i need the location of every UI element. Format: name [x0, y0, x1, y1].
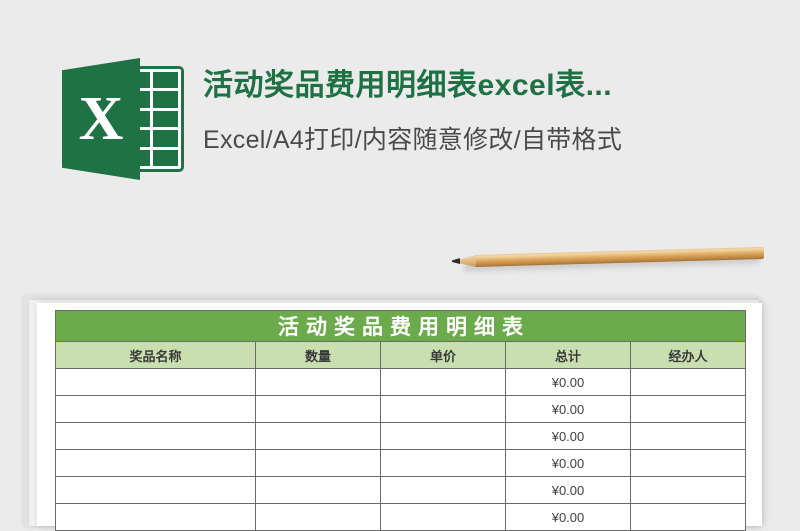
table-row[interactable]: ¥0.00 — [55, 449, 746, 477]
excel-file-icon: X — [62, 58, 190, 180]
cell-prize-name[interactable] — [55, 476, 256, 504]
table-row[interactable]: ¥0.00 — [55, 395, 746, 423]
cell-quantity[interactable] — [255, 476, 381, 504]
cell-prize-name[interactable] — [55, 395, 256, 423]
cell-prize-name[interactable] — [55, 368, 256, 396]
table-row[interactable]: ¥0.00 — [55, 503, 746, 531]
excel-icon-panel — [62, 58, 140, 180]
column-header-prize-name: 奖品名称 — [55, 341, 256, 369]
cell-unit-price[interactable] — [380, 422, 506, 450]
column-header-handler: 经办人 — [630, 341, 746, 369]
table-header-row: 奖品名称 数量 单价 总计 经办人 — [55, 341, 746, 369]
cell-unit-price[interactable] — [380, 503, 506, 531]
cell-total[interactable]: ¥0.00 — [505, 395, 631, 423]
cell-total[interactable]: ¥0.00 — [505, 449, 631, 477]
table-row[interactable]: ¥0.00 — [55, 422, 746, 450]
banner-text-block: 活动奖品费用明细表excel表... Excel/A4打印/内容随意修改/自带格… — [203, 66, 783, 157]
cell-unit-price[interactable] — [380, 449, 506, 477]
pencil-lead-tip — [452, 258, 460, 264]
cell-prize-name[interactable] — [55, 503, 256, 531]
cell-total[interactable]: ¥0.00 — [505, 476, 631, 504]
cell-handler[interactable] — [630, 449, 746, 477]
table-row[interactable]: ¥0.00 — [55, 368, 746, 396]
table-row[interactable]: ¥0.00 — [55, 476, 746, 504]
cell-quantity[interactable] — [255, 368, 381, 396]
prize-expense-table: 活动奖品费用明细表 奖品名称 数量 单价 总计 经办人 ¥0.00 — [55, 310, 746, 531]
cell-quantity[interactable] — [255, 449, 381, 477]
cell-prize-name[interactable] — [55, 422, 256, 450]
cell-prize-name[interactable] — [55, 449, 256, 477]
cell-handler[interactable] — [630, 395, 746, 423]
column-header-total: 总计 — [505, 341, 631, 369]
excel-icon-cell — [152, 110, 178, 128]
cell-handler[interactable] — [630, 503, 746, 531]
cell-handler[interactable] — [630, 368, 746, 396]
cell-unit-price[interactable] — [380, 476, 506, 504]
cell-quantity[interactable] — [255, 503, 381, 531]
cell-total[interactable]: ¥0.00 — [505, 503, 631, 531]
column-header-quantity: 数量 — [255, 341, 381, 369]
excel-icon-cell — [152, 91, 178, 108]
cell-total[interactable]: ¥0.00 — [505, 368, 631, 396]
pencil-decoration — [450, 246, 770, 280]
table-title-row: 活动奖品费用明细表 — [55, 310, 746, 342]
column-header-unit-price: 单价 — [380, 341, 506, 369]
cell-unit-price[interactable] — [380, 368, 506, 396]
cell-total[interactable]: ¥0.00 — [505, 422, 631, 450]
excel-icon-cell — [152, 130, 178, 147]
document-title: 活动奖品费用明细表 — [55, 310, 746, 342]
cell-unit-price[interactable] — [380, 395, 506, 423]
banner-title: 活动奖品费用明细表excel表... — [203, 69, 613, 102]
cell-quantity[interactable] — [255, 395, 381, 423]
banner-subtitle: Excel/A4打印/内容随意修改/自带格式 — [203, 126, 623, 154]
cell-handler[interactable] — [630, 422, 746, 450]
excel-icon-letter: X — [78, 84, 124, 153]
excel-icon-cell — [152, 72, 178, 89]
preview-banner: X 活动奖品费用明细表excel表... Excel/A4打印/内容随意修改/自… — [0, 0, 800, 232]
spreadsheet-preview: 活动奖品费用明细表 奖品名称 数量 单价 总计 经办人 ¥0.00 — [55, 310, 746, 531]
cell-handler[interactable] — [630, 476, 746, 504]
excel-icon-cell — [152, 149, 178, 166]
cell-quantity[interactable] — [255, 422, 381, 450]
